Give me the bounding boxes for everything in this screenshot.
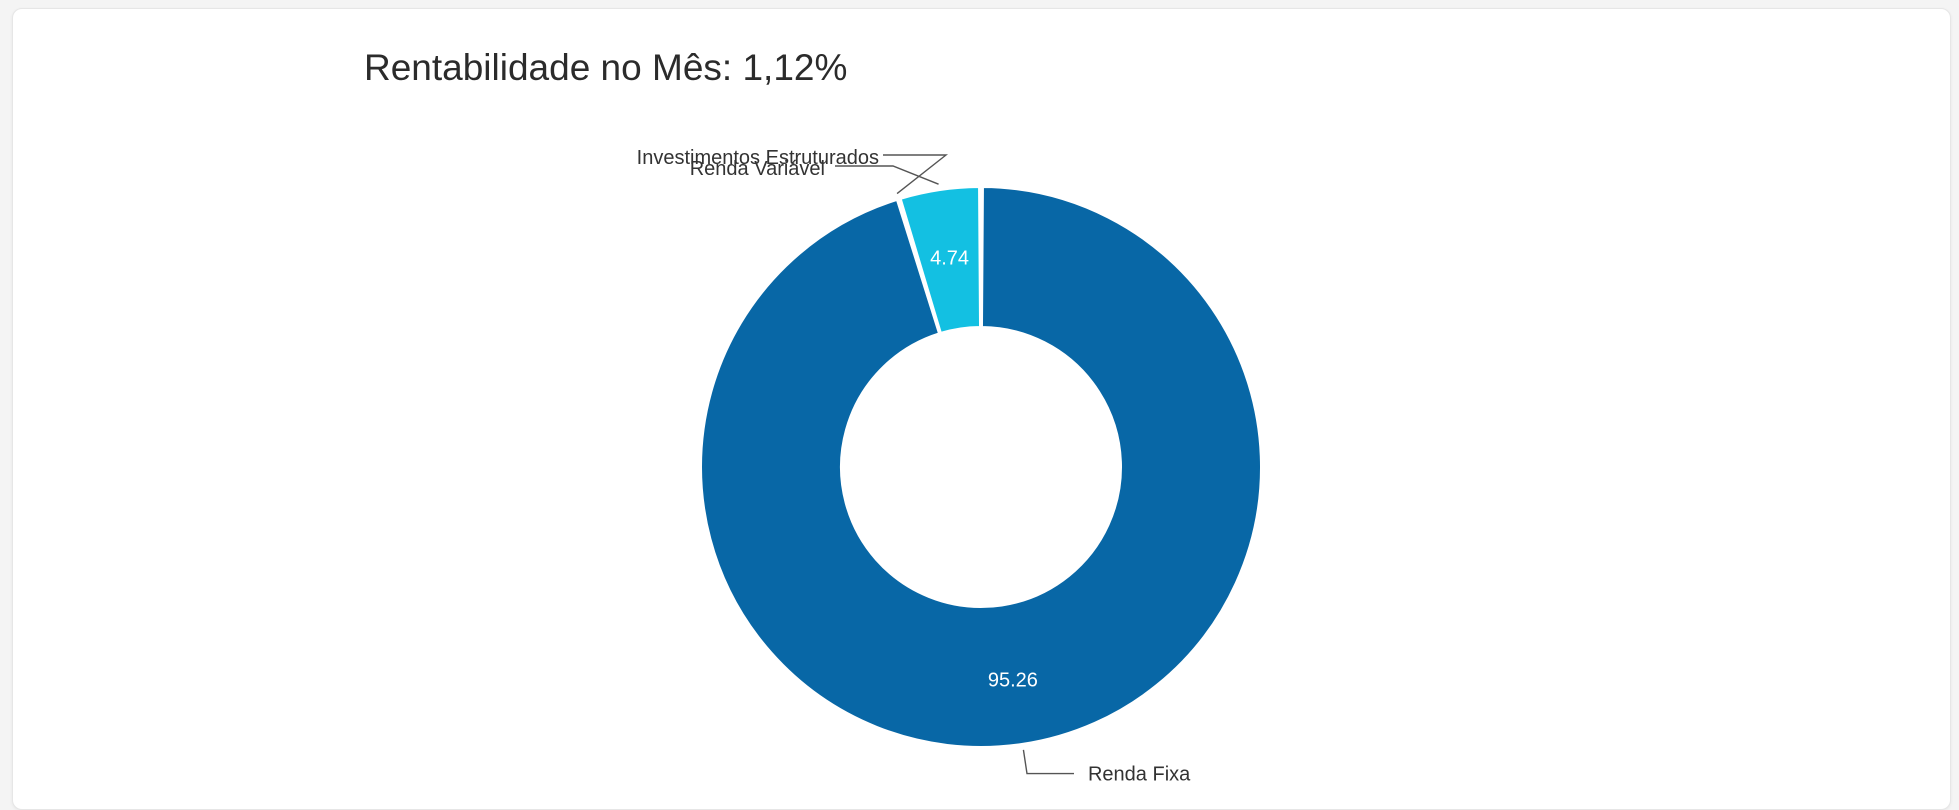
value-label-renda-fixa: 95.26 <box>988 670 1038 692</box>
category-label-renda-fixa: Renda Fixa <box>1088 764 1191 786</box>
leader-line-investimentos-estruturados <box>883 154 949 195</box>
leader-line-renda-fixa <box>1022 749 1074 775</box>
slice-renda-variavel[interactable] <box>899 186 982 334</box>
leader-line-renda-variavel <box>835 165 939 185</box>
donut-chart: 95.26 4.74 Renda Fixa Investimentos Estrut… <box>637 147 1262 786</box>
chart-title: Rentabilidade no Mês: 1,12% <box>364 47 848 88</box>
chart-card: Rentabilidade no Mês: 1,12% 95.26 4.74 Re… <box>12 8 1951 810</box>
value-label-renda-variavel: 4.74 <box>930 247 969 269</box>
category-label-renda-variavel: Renda Variável <box>690 158 825 180</box>
slice-renda-fixa[interactable] <box>700 186 1262 748</box>
category-label-investimentos-estruturados: Investimentos Estruturados <box>637 147 879 169</box>
